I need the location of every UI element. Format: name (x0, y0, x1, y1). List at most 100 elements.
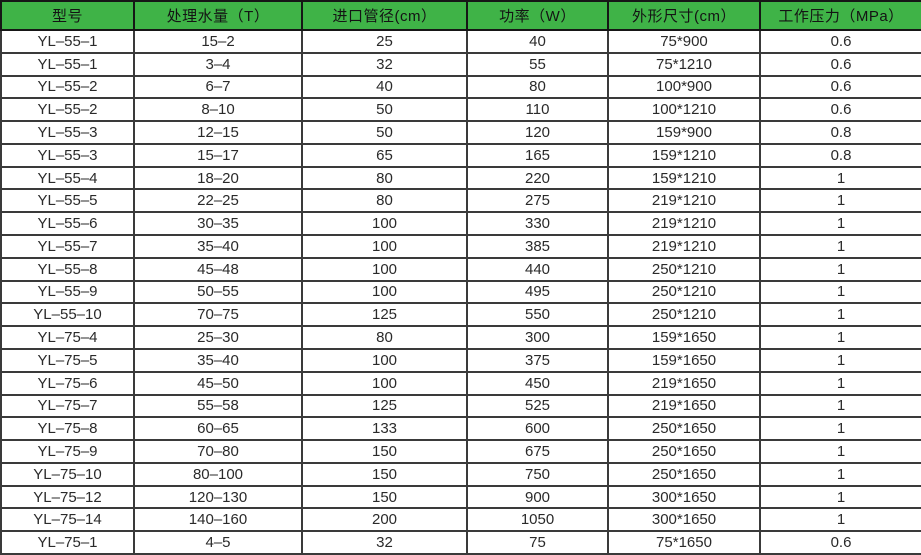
table-cell: YL–75–6 (0, 370, 135, 396)
table-row: YL–75–5 35–40 100 375 159*1650 1 (0, 347, 921, 373)
table-cell: 159*1650 (607, 325, 761, 350)
table-row: YL–55–3 12–15 50 120 159*900 0.8 (0, 120, 921, 145)
table-cell: 300 (466, 325, 609, 350)
table-row: YL–55–1 3–4 32 55 75*1210 0.6 (0, 51, 921, 77)
table-cell: 1050 (466, 507, 609, 533)
table-cell: YL–75–4 (0, 325, 135, 350)
table-cell: 159*1650 (607, 347, 761, 373)
table-cell: 219*1210 (607, 211, 761, 237)
table-cell: 150 (301, 439, 468, 464)
table-row: YL–75–12 120–130 150 900 300*1650 1 (0, 484, 921, 510)
table-cell: 3–4 (133, 51, 303, 77)
table-cell: 250*1210 (607, 302, 761, 328)
table-body: YL–55–1 15–2 25 40 75*900 0.6 YL–55–1 3–4 32 55 75… (0, 29, 921, 555)
table-cell: 440 (466, 256, 609, 282)
table-cell: 15–17 (133, 142, 303, 168)
table-cell: 100 (301, 347, 468, 373)
table-cell: 80 (301, 165, 468, 191)
table-cell: YL–55–2 (0, 74, 135, 100)
table-cell: 1 (759, 347, 921, 373)
table-cell: 1 (759, 279, 921, 305)
table-cell: 165 (466, 142, 609, 168)
table-row: YL–75–6 45–50 100 450 219*1650 1 (0, 370, 921, 396)
table-cell: YL–55–3 (0, 142, 135, 168)
table-cell: YL–55–7 (0, 234, 135, 259)
table-cell: 22–25 (133, 188, 303, 214)
table-cell: 1 (759, 325, 921, 350)
table-cell: 1 (759, 302, 921, 328)
table-cell: 1 (759, 416, 921, 442)
table-cell: 120–130 (133, 484, 303, 510)
table-cell: YL–75–5 (0, 347, 135, 373)
table-cell: 12–15 (133, 120, 303, 145)
table-cell: 0.6 (759, 97, 921, 123)
table-cell: YL–55–5 (0, 188, 135, 214)
table-cell: 0.6 (759, 51, 921, 77)
table-cell: 675 (466, 439, 609, 464)
column-header-5: 外形尺寸(cm） (607, 0, 761, 31)
table-cell: 120 (466, 120, 609, 145)
table-cell: 100*1210 (607, 97, 761, 123)
table-cell: 1 (759, 507, 921, 533)
table-row: YL–75–1 4–5 32 75 75*1650 0.6 (0, 530, 921, 555)
table-cell: YL–75–12 (0, 484, 135, 510)
table-cell: 110 (466, 97, 609, 123)
table-cell: YL–55–1 (0, 29, 135, 54)
table-cell: 219*1210 (607, 188, 761, 214)
table-cell: YL–55–6 (0, 211, 135, 237)
table-cell: 40 (466, 29, 609, 54)
table-cell: 330 (466, 211, 609, 237)
table-cell: 600 (466, 416, 609, 442)
table-cell: 35–40 (133, 234, 303, 259)
table-cell: 450 (466, 370, 609, 396)
table-cell: YL–75–9 (0, 439, 135, 464)
table-cell: 250*1650 (607, 461, 761, 487)
table-row: YL–75–10 80–100 150 750 250*1650 1 (0, 461, 921, 487)
table-cell: 250*1650 (607, 416, 761, 442)
table-cell: 55–58 (133, 393, 303, 419)
table-cell: 4–5 (133, 530, 303, 555)
column-header-6: 工作压力（MPa） (759, 0, 921, 31)
table-cell: 75*1650 (607, 530, 761, 555)
table-row: YL–55–10 70–75 125 550 250*1210 1 (0, 302, 921, 328)
table-row: YL–55–1 15–2 25 40 75*900 0.6 (0, 29, 921, 54)
table-cell: 200 (301, 507, 468, 533)
table-cell: 140–160 (133, 507, 303, 533)
table-cell: YL–55–3 (0, 120, 135, 145)
column-header-4: 功率（W） (466, 0, 609, 31)
table-cell: YL–55–10 (0, 302, 135, 328)
table-row: YL–55–5 22–25 80 275 219*1210 1 (0, 188, 921, 214)
table-row: YL–75–14 140–160 200 1050 300*1650 1 (0, 507, 921, 533)
table-cell: 18–20 (133, 165, 303, 191)
table-cell: YL–75–7 (0, 393, 135, 419)
table-cell: 80 (466, 74, 609, 100)
column-header-2: 处理水量（T） (133, 0, 303, 31)
table-cell: 100 (301, 211, 468, 237)
table-cell: 750 (466, 461, 609, 487)
table-row: YL–55–8 45–48 100 440 250*1210 1 (0, 256, 921, 282)
table-cell: 150 (301, 484, 468, 510)
table-row: YL–55–2 6–7 40 80 100*900 0.6 (0, 74, 921, 100)
table-cell: 275 (466, 188, 609, 214)
table-cell: 80 (301, 325, 468, 350)
table-cell: 250*1210 (607, 279, 761, 305)
table-cell: 125 (301, 393, 468, 419)
table-cell: 300*1650 (607, 484, 761, 510)
table-cell: 125 (301, 302, 468, 328)
table-cell: 55 (466, 51, 609, 77)
table-cell: 0.6 (759, 74, 921, 100)
table-cell: 219*1650 (607, 393, 761, 419)
table-cell: 220 (466, 165, 609, 191)
table-cell: 40 (301, 74, 468, 100)
table-cell: 1 (759, 439, 921, 464)
table-cell: 1 (759, 165, 921, 191)
table-cell: 70–80 (133, 439, 303, 464)
table-cell: 250*1210 (607, 256, 761, 282)
table-cell: 75 (466, 530, 609, 555)
table-cell: 1 (759, 211, 921, 237)
column-header-1: 型号 (0, 0, 135, 31)
table-cell: 8–10 (133, 97, 303, 123)
table-cell: 50 (301, 120, 468, 145)
table-cell: 495 (466, 279, 609, 305)
